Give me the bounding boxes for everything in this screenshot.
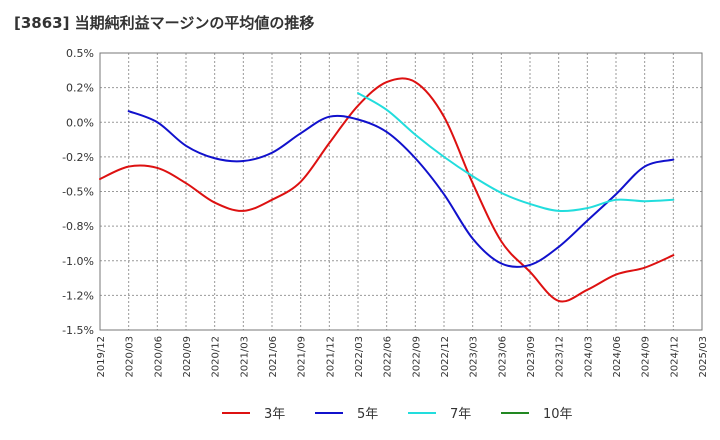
y-tick-label: -0.8% [62, 220, 94, 233]
x-tick-label: 2025/03 [698, 336, 709, 378]
x-tick-label: 2021/09 [297, 336, 308, 378]
x-tick-label: 2024/09 [641, 336, 652, 378]
plot-frame [99, 52, 703, 331]
x-tick-label: 2020/12 [211, 336, 222, 378]
y-tick-label: 0.5% [66, 47, 94, 60]
x-tick-label: 2019/12 [96, 336, 107, 378]
x-tick-label: 2024/03 [583, 336, 594, 378]
x-tick-label: 2022/09 [411, 336, 422, 378]
legend-label: 10年 [543, 407, 573, 422]
legend-label: 5年 [357, 407, 378, 422]
x-tick-label: 2021/06 [268, 336, 279, 378]
x-tick-label: 2020/03 [125, 336, 136, 378]
legend: 3年 5年 7年 10年 [222, 407, 573, 422]
y-tick-label: -0.2% [62, 151, 94, 164]
x-tick-label: 2024/12 [669, 336, 680, 378]
legend-label: 3年 [264, 407, 285, 422]
x-tick-label: 2020/09 [182, 336, 193, 378]
y-tick-label: -1.2% [62, 289, 94, 302]
x-tick-label: 2023/03 [469, 336, 480, 378]
x-tick-label: 2021/12 [325, 336, 336, 378]
x-tick-label: 2022/06 [383, 336, 394, 378]
x-tick-label: 2023/12 [555, 336, 566, 378]
series-layer [99, 77, 675, 303]
legend-label: 7年 [450, 407, 471, 422]
x-tick-label: 2022/12 [440, 336, 451, 378]
x-tick-label: 2023/06 [497, 336, 508, 378]
x-axis-ticks: 2019/12 2020/03 2020/06 2020/09 2020/12 2021/… [96, 336, 709, 378]
y-tick-label: -1.5% [62, 324, 94, 337]
y-tick-label: -1.0% [62, 255, 94, 268]
x-tick-label: 2021/03 [239, 336, 250, 378]
y-tick-label: -0.5% [62, 186, 94, 199]
series-line-3 [357, 92, 675, 213]
series-line-1 [99, 77, 675, 303]
y-tick-label: 0.0% [66, 116, 94, 129]
x-tick-label: 2020/06 [153, 336, 164, 378]
x-tick-label: 2022/03 [354, 336, 365, 378]
chart-title: [3863] 当期純利益マージンの平均値の推移 [14, 14, 315, 32]
x-tick-label: 2024/06 [612, 336, 623, 378]
y-axis-ticks: 0.5% 0.2% 0.0% -0.2% -0.5% -0.8% -1.0% -1.2% -1.… [62, 47, 94, 337]
grid-layer [100, 53, 702, 330]
series-line-2 [127, 110, 675, 268]
x-tick-label: 2023/09 [526, 336, 537, 378]
y-tick-label: 0.2% [66, 82, 94, 95]
